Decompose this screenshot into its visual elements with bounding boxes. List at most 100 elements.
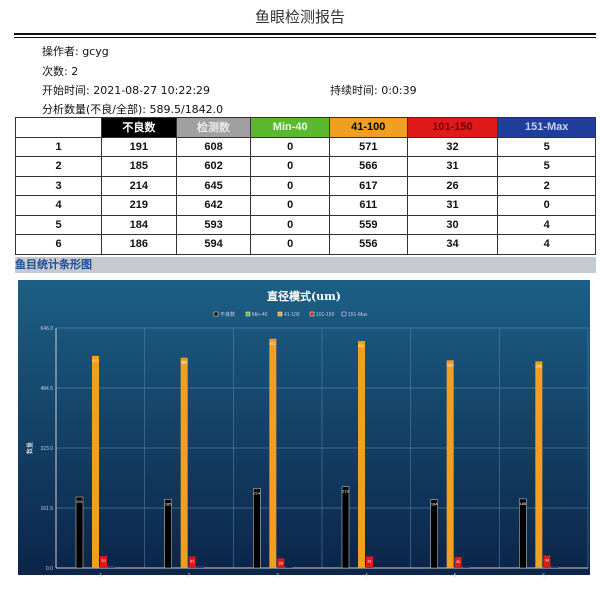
bar [341, 486, 350, 569]
bar-value-label: 559 [447, 362, 454, 367]
table-cell: 0 [250, 156, 331, 177]
table-cell: 184 [101, 214, 177, 235]
operator: 操作者: gcyg [42, 45, 109, 58]
table-cell: 602 [175, 156, 252, 177]
table-cell: 1 [15, 136, 102, 157]
table-cell: 6 [15, 234, 102, 255]
bar [180, 357, 188, 568]
bar-value-label: 34 [545, 557, 550, 562]
table-cell: 594 [175, 234, 252, 255]
table-cell: 0 [250, 195, 331, 216]
legend-label: 151-Max [348, 312, 368, 318]
table-cell: 185 [101, 156, 177, 177]
table-row: 5 184 593 0 559 30 4 [15, 214, 596, 235]
bar [75, 496, 84, 569]
bar [253, 488, 261, 569]
x-tick-label: 4 [365, 573, 368, 579]
table-row: 1 191 608 0 571 32 5 [15, 136, 596, 157]
legend-swatch [245, 311, 251, 317]
column-header: Min-40 [250, 117, 331, 138]
results-table: 不良数 检测数 Min-40 41-100 101-150 151-Max 1 191 608 0… [15, 117, 596, 255]
y-tick-label: 484.5 [40, 386, 53, 392]
table-cell: 2 [497, 175, 596, 196]
bar [285, 567, 293, 568]
column-header: 41-100 [329, 117, 408, 138]
chart-title: 直径模式(um) [267, 289, 341, 303]
divider [14, 33, 596, 35]
table-cell: 608 [175, 136, 252, 157]
bar-value-label: 32 [101, 558, 106, 563]
legend-label: Min-40 [252, 312, 268, 318]
bar [188, 556, 196, 568]
chart-background [18, 280, 590, 583]
table-row: 2 185 602 0 566 31 5 [15, 156, 596, 177]
table-cell: 0 [497, 195, 596, 216]
legend-swatch [309, 311, 315, 317]
table-cell: 617 [329, 175, 408, 196]
bar-value-label: 186 [519, 501, 526, 506]
bar-value-label: 611 [358, 343, 365, 348]
table-cell: 30 [406, 214, 499, 235]
table-cell: 5 [15, 214, 102, 235]
bar-value-label: 566 [181, 360, 188, 365]
y-tick-label: 0.0 [46, 566, 53, 572]
table-cell: 611 [329, 195, 408, 216]
column-header: 151-Max [497, 117, 596, 138]
table-cell: 5 [497, 156, 596, 177]
y-tick-label: 646.0 [40, 326, 53, 332]
table-cell: 191 [101, 136, 177, 157]
bar [535, 361, 543, 568]
bar-value-label: 31 [367, 558, 372, 563]
column-header: 101-150 [406, 117, 499, 138]
table-row: 6 186 594 0 556 34 4 [15, 234, 596, 255]
table-cell: 2 [15, 156, 102, 177]
bar-value-label: 31 [190, 558, 195, 563]
y-tick-label: 161.5 [40, 506, 53, 512]
bar-value-label: 30 [456, 559, 461, 564]
table-cell: 5 [497, 136, 596, 157]
x-tick-label: 6 [542, 573, 545, 579]
bar [277, 558, 285, 568]
table-cell: 0 [250, 175, 331, 196]
table-cell: 219 [101, 195, 177, 216]
table-cell: 186 [101, 234, 177, 255]
bar [430, 499, 438, 569]
bar-value-label: 219 [342, 489, 349, 494]
bar-value-label: 184 [431, 502, 438, 507]
table-cell: 642 [175, 195, 252, 216]
bar [108, 566, 115, 568]
analysis-count: 分析数量(不良/全部): 589.5/1842.0 [42, 103, 224, 116]
x-tick-label: 3 [276, 573, 279, 579]
bar [543, 555, 551, 568]
table-row: 4 219 642 0 611 31 0 [15, 195, 596, 216]
x-tick-label: 5 [454, 573, 457, 579]
table-cell: 0 [250, 136, 331, 157]
bar [519, 498, 527, 569]
table-cell: 566 [329, 156, 408, 177]
bar [446, 360, 454, 568]
divider [14, 37, 596, 38]
table-cell: 31 [406, 156, 499, 177]
table-cell: 3 [15, 175, 102, 196]
legend-swatch [277, 311, 283, 317]
table-cell: 4 [497, 214, 596, 235]
table-cell: 4 [15, 195, 102, 216]
table-cell: 0 [250, 214, 331, 235]
bar-chart: 直径模式(um) 不良数 Min-40 41-100 101-150 151-Max 0.0… [18, 280, 590, 583]
legend-swatch [213, 311, 219, 317]
bar [196, 566, 204, 568]
table-cell: 31 [406, 195, 499, 216]
start-time: 开始时间: 2021-08-27 10:22:29 [42, 84, 211, 97]
legend-label: 不良数 [220, 311, 235, 318]
count: 次数: 2 [42, 65, 79, 78]
table-cell: 645 [175, 175, 252, 196]
bar [358, 341, 365, 568]
column-header [15, 117, 102, 138]
table-cell: 0 [250, 234, 331, 255]
table-cell: 593 [175, 214, 252, 235]
bar [269, 338, 277, 568]
bar [164, 498, 172, 569]
bar-value-label: 571 [92, 358, 99, 363]
legend-swatch [341, 311, 347, 317]
y-tick-label: 323.0 [40, 446, 53, 452]
